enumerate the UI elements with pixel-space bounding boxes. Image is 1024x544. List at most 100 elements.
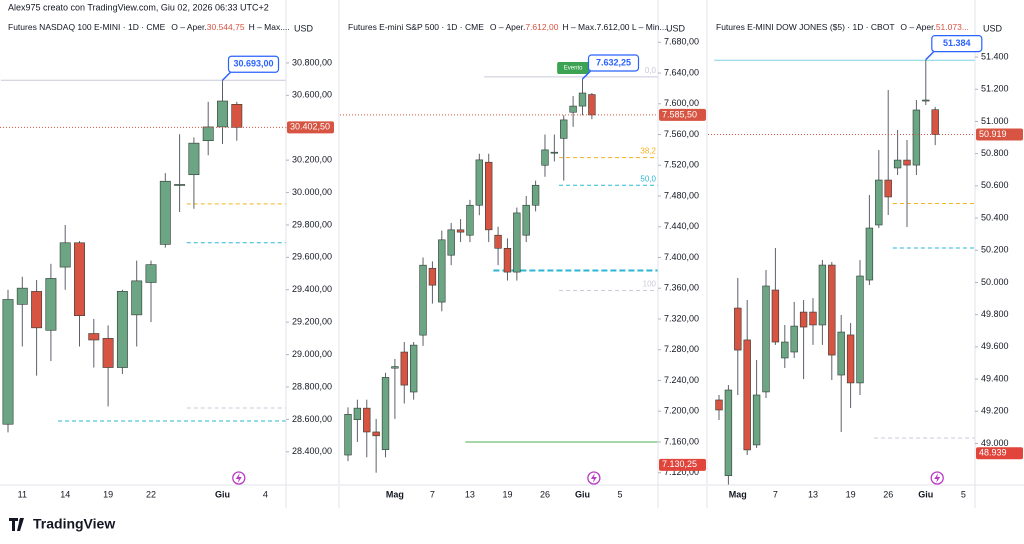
candle-body bbox=[59, 242, 71, 268]
title: Futures E-mini S&P 500 · 1D · CME bbox=[348, 22, 484, 32]
y-tick-label: 29.400,00 bbox=[292, 284, 332, 294]
y-tick-label: 7.520,00 bbox=[664, 160, 699, 170]
x-tick-label: 14 bbox=[60, 489, 70, 499]
level-label: 50,0 bbox=[640, 174, 656, 183]
candle-body bbox=[409, 344, 418, 393]
candle-body bbox=[74, 242, 85, 316]
y-tick-label: 50.800 bbox=[981, 148, 1009, 158]
ohlc-suffix: H – Max.7.612,00 L – Min.... bbox=[562, 22, 668, 32]
y-tick-label: 49.600 bbox=[981, 341, 1009, 351]
ohlc-suffix: H – Max.... bbox=[249, 22, 290, 32]
candle-body bbox=[159, 180, 171, 245]
y-tick-label: 50.000 bbox=[981, 277, 1009, 287]
candle-body bbox=[174, 184, 186, 186]
y-tick-label: 7.280,00 bbox=[664, 344, 699, 354]
candle-body bbox=[438, 239, 446, 303]
y-tick-label: 30.800,00 bbox=[292, 57, 332, 67]
y-tick-label: 50.600 bbox=[981, 180, 1009, 190]
last-price-label: 50.919 bbox=[979, 129, 1007, 139]
candle-body bbox=[865, 227, 874, 281]
last-price-box bbox=[976, 128, 1023, 141]
price-mark bbox=[976, 447, 1023, 460]
callout-label: 30.693,00 bbox=[233, 59, 273, 69]
candle-body bbox=[828, 264, 836, 356]
x-tick-label: 7 bbox=[430, 489, 435, 499]
x-tick-label: 5 bbox=[961, 489, 966, 499]
last-price-label: 30.402,50 bbox=[290, 122, 330, 132]
candle-body bbox=[145, 264, 157, 283]
candle-body bbox=[217, 100, 228, 128]
ohlc-prefix: O – Aper. bbox=[900, 22, 935, 32]
price-mark bbox=[659, 458, 706, 471]
credit: Alex975 creato con TradingView.com, Giu … bbox=[8, 2, 269, 12]
candle-body bbox=[419, 264, 427, 336]
candle-body bbox=[752, 394, 761, 446]
x-tick-label: 7 bbox=[773, 489, 778, 499]
x-tick-label: Giu bbox=[215, 489, 230, 499]
event-icon-bolt bbox=[934, 473, 941, 483]
open-value: 51.073... bbox=[936, 22, 969, 32]
candle-body bbox=[513, 212, 521, 273]
y-tick-label: 28.600,00 bbox=[292, 414, 332, 424]
x-tick-label: 19 bbox=[103, 489, 113, 499]
candle-body bbox=[116, 291, 128, 368]
callout-pointer bbox=[925, 51, 935, 61]
candle-body bbox=[856, 275, 864, 384]
y-tick-label: 49.400 bbox=[981, 373, 1009, 383]
x-tick-label: Giu bbox=[918, 489, 933, 499]
candle-body bbox=[363, 407, 371, 433]
candle-body bbox=[743, 339, 751, 451]
x-tick-label: 26 bbox=[540, 489, 550, 499]
callout-label: 51.384 bbox=[943, 38, 971, 48]
candle-body bbox=[818, 264, 827, 326]
x-tick-label: 19 bbox=[846, 489, 856, 499]
x-tick-label: 13 bbox=[808, 489, 818, 499]
candle-body bbox=[912, 109, 921, 166]
candle-body bbox=[353, 407, 362, 420]
plot bbox=[708, 59, 975, 485]
candle-body bbox=[569, 105, 577, 113]
brand-logo bbox=[9, 518, 24, 531]
last-price-box bbox=[287, 121, 334, 134]
candle-body bbox=[447, 229, 455, 256]
brand: TradingView bbox=[33, 516, 115, 532]
candle-body bbox=[790, 325, 798, 353]
candle-body bbox=[31, 291, 43, 329]
candle-body bbox=[893, 159, 902, 169]
x-tick-label: 26 bbox=[883, 489, 893, 499]
candle-body bbox=[485, 161, 493, 231]
open-value: 7.612,00 bbox=[525, 22, 558, 32]
candle-body bbox=[550, 151, 559, 154]
y-tick-label: 30.200,00 bbox=[292, 155, 332, 165]
price-mark-label: 48.939 bbox=[979, 448, 1007, 458]
y-tick-label: 50.400 bbox=[981, 212, 1009, 222]
y-tick-label: 7.680,00 bbox=[664, 37, 699, 47]
candle-body bbox=[88, 333, 100, 341]
candle-body bbox=[400, 351, 408, 386]
candle-body bbox=[875, 179, 883, 226]
chart-title: Futures E-MINI DOW JONES ($5) · 1D · CBO… bbox=[716, 22, 969, 32]
y-tick-label: 50.200 bbox=[981, 245, 1009, 255]
y-tick-label: 7.360,00 bbox=[664, 283, 699, 293]
plot: 0,0 38,2 50,0 100 Evento bbox=[340, 62, 658, 473]
candle-body bbox=[903, 159, 911, 166]
candle-body bbox=[781, 341, 789, 359]
y-tick-label: 49.800 bbox=[981, 309, 1009, 319]
currency: USD bbox=[983, 23, 1003, 33]
candle-body bbox=[809, 311, 817, 326]
y-tick-label: 7.640,00 bbox=[664, 67, 699, 77]
y-tick-label: 29.600,00 bbox=[292, 252, 332, 262]
level-label: 0,0 bbox=[645, 66, 657, 75]
candle-body bbox=[531, 184, 540, 206]
y-tick-label: 7.600,00 bbox=[664, 98, 699, 108]
level-label: 38,2 bbox=[640, 147, 656, 156]
y-tick-label: 28.400,00 bbox=[292, 446, 332, 456]
x-tick-label: Mag bbox=[386, 489, 404, 499]
callout-box bbox=[587, 54, 640, 72]
candle-body bbox=[846, 334, 855, 384]
candle-body bbox=[799, 311, 808, 328]
y-tick-label: 7.240,00 bbox=[664, 375, 699, 385]
y-tick-label: 7.120,00 bbox=[664, 467, 699, 477]
candle-body bbox=[494, 234, 502, 249]
